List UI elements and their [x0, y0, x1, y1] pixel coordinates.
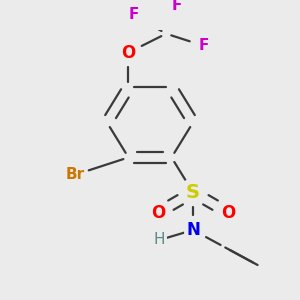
Text: O: O: [221, 204, 235, 222]
Text: O: O: [122, 44, 136, 62]
Text: F: F: [199, 38, 209, 53]
Text: N: N: [186, 221, 200, 239]
Text: S: S: [186, 183, 200, 202]
Text: O: O: [151, 204, 165, 222]
Text: H: H: [154, 232, 165, 247]
Text: H: H: [154, 232, 165, 247]
Text: F: F: [129, 8, 139, 22]
Text: Br: Br: [65, 167, 84, 182]
Text: F: F: [172, 0, 182, 13]
